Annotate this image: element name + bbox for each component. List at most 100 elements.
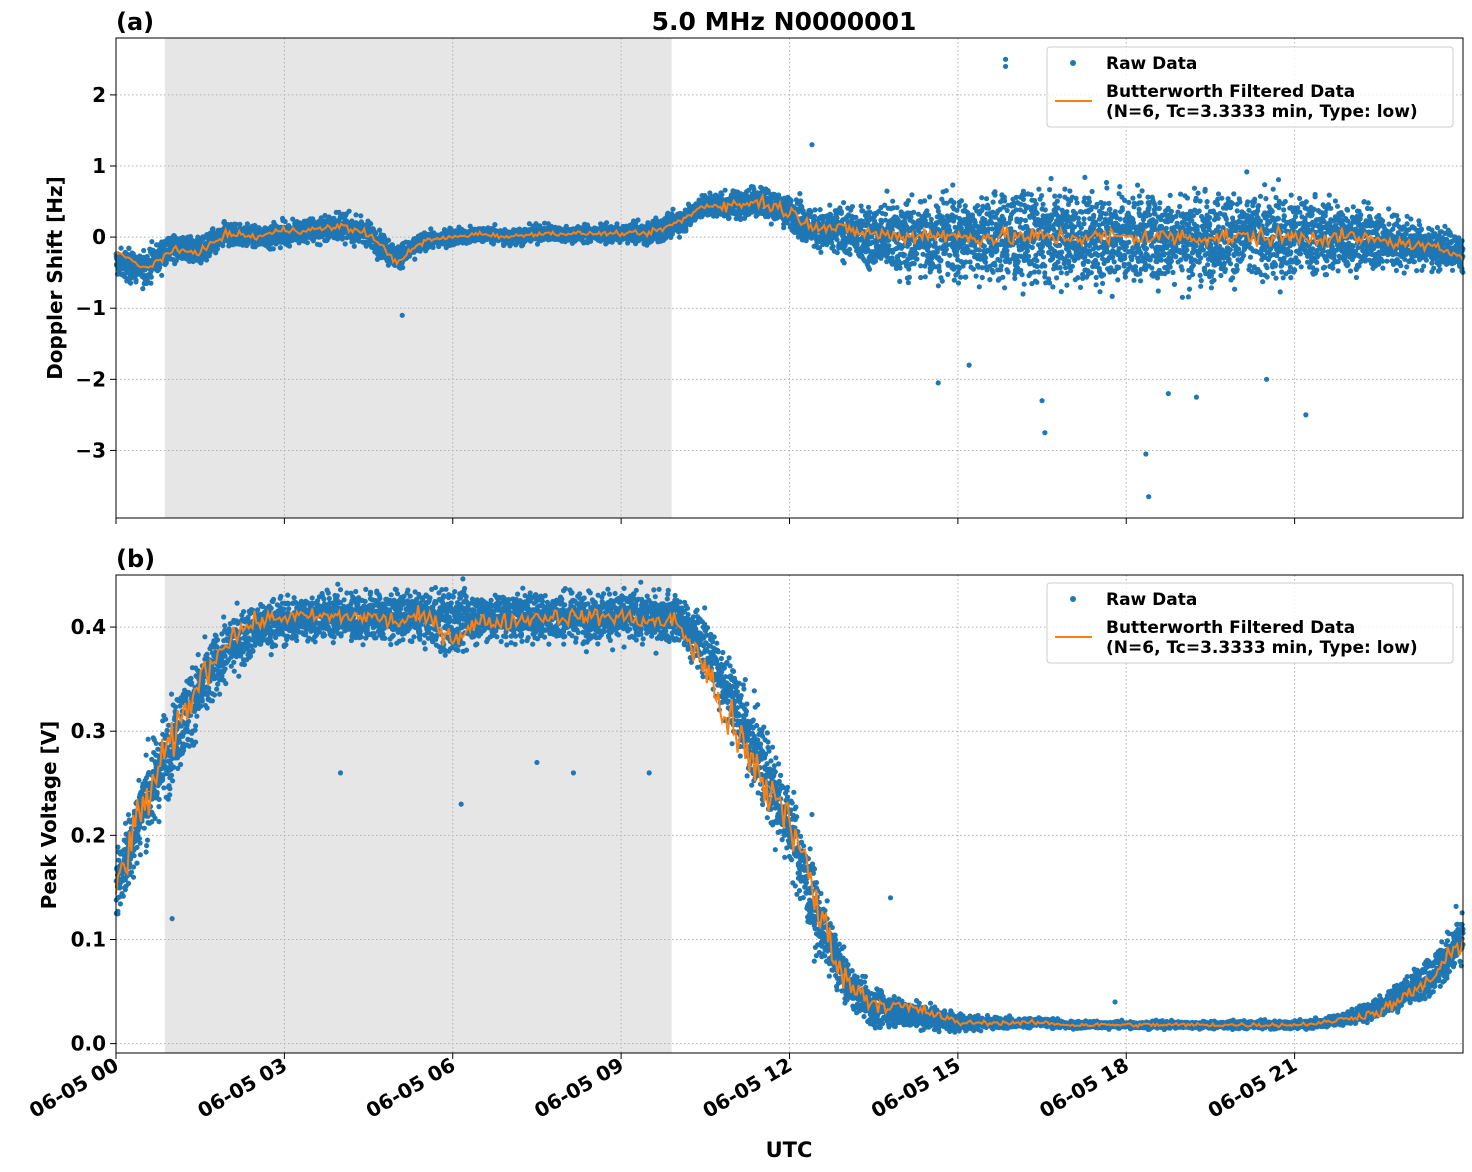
raw-data-point xyxy=(859,203,864,208)
figure-title: 5.0 MHz N0000001 xyxy=(652,7,917,36)
raw-data-point xyxy=(944,247,949,252)
raw-data-point xyxy=(940,279,945,284)
raw-data-point xyxy=(719,192,724,197)
raw-data-point xyxy=(968,259,973,264)
raw-data-point xyxy=(377,228,382,233)
raw-data-point xyxy=(909,192,914,197)
raw-data-point xyxy=(271,246,276,251)
raw-data-point xyxy=(850,204,855,209)
raw-data-point xyxy=(237,222,242,227)
panel-a-label: (a) xyxy=(116,8,154,36)
raw-data-point xyxy=(971,267,976,272)
raw-data-point xyxy=(886,243,891,248)
raw-data-point xyxy=(723,188,728,193)
raw-data-point xyxy=(834,215,839,220)
raw-data-point xyxy=(287,243,292,248)
raw-data-point xyxy=(278,245,283,250)
raw-data-point xyxy=(149,275,154,280)
raw-data-point xyxy=(140,286,145,291)
raw-data-point xyxy=(897,279,902,284)
raw-data-point xyxy=(670,207,675,212)
raw-data-point xyxy=(412,257,417,262)
raw-data-point xyxy=(159,273,164,278)
raw-data-point xyxy=(386,238,391,243)
raw-data-point xyxy=(902,252,907,257)
raw-data-point xyxy=(841,200,846,205)
raw-data-point xyxy=(126,246,131,251)
raw-data-point xyxy=(353,212,358,217)
raw-data-point xyxy=(947,253,952,258)
raw-data-point xyxy=(368,221,373,226)
raw-data-point xyxy=(352,244,357,249)
raw-data-point xyxy=(492,222,497,227)
raw-data-point xyxy=(769,221,774,226)
raw-data-point xyxy=(937,269,942,274)
raw-data-point xyxy=(883,212,888,217)
raw-data-point xyxy=(827,203,832,208)
raw-data-point xyxy=(727,215,732,220)
raw-data-point xyxy=(839,211,844,216)
raw-data-point xyxy=(906,198,911,203)
raw-data-point xyxy=(343,241,348,246)
raw-data-point xyxy=(927,194,932,199)
raw-data-point xyxy=(914,257,919,262)
raw-data-point xyxy=(848,252,853,257)
raw-data-point xyxy=(945,272,950,277)
panel-a-ylabel: Doppler Shift [Hz] xyxy=(43,176,67,380)
raw-data-point xyxy=(890,255,895,260)
raw-data-point xyxy=(635,217,640,222)
raw-data-point xyxy=(789,198,794,203)
raw-data-point xyxy=(818,207,823,212)
raw-data-point xyxy=(283,219,288,224)
raw-data-point xyxy=(400,265,405,270)
raw-data-point xyxy=(148,281,153,286)
raw-data-point xyxy=(798,198,803,203)
raw-data-point xyxy=(923,274,928,279)
raw-data-point xyxy=(907,275,912,280)
raw-data-point xyxy=(373,231,378,236)
raw-data-point xyxy=(944,188,949,193)
raw-data-point xyxy=(952,278,957,283)
raw-data-point xyxy=(831,244,836,249)
raw-data-point xyxy=(204,257,209,262)
raw-data-point xyxy=(922,198,927,203)
raw-data-point xyxy=(963,274,968,279)
raw-data-point xyxy=(884,189,889,194)
raw-data-point xyxy=(683,228,688,233)
raw-data-point xyxy=(906,266,911,271)
raw-data-point xyxy=(812,207,817,212)
raw-data-point xyxy=(141,248,146,253)
raw-data-point xyxy=(938,258,943,263)
panel-a: (a) 5.0 MHz N0000001 Doppler Shift [Hz] … xyxy=(43,7,1466,524)
raw-data-point xyxy=(149,239,154,244)
raw-data-point xyxy=(918,275,923,280)
raw-data-point xyxy=(951,200,956,205)
raw-data-point xyxy=(959,198,964,203)
raw-data-point xyxy=(912,261,917,266)
raw-data-point xyxy=(128,281,133,286)
raw-data-point xyxy=(347,209,352,214)
raw-data-point xyxy=(958,275,963,280)
raw-data-point xyxy=(898,265,903,270)
raw-data-point xyxy=(936,283,941,288)
raw-data-point xyxy=(906,280,911,285)
raw-data-point xyxy=(818,250,823,255)
raw-data-point xyxy=(929,217,934,222)
raw-data-point xyxy=(835,250,840,255)
raw-data-point xyxy=(797,191,802,196)
raw-data-point xyxy=(914,251,919,256)
raw-data-point xyxy=(677,235,682,240)
raw-data-point xyxy=(340,235,345,240)
raw-data-point xyxy=(950,182,955,187)
raw-data-point xyxy=(604,220,609,225)
raw-data-point xyxy=(842,260,847,265)
night-shade xyxy=(165,38,672,518)
raw-data-point xyxy=(358,213,363,218)
raw-data-point xyxy=(847,247,852,252)
raw-data-point xyxy=(895,205,900,210)
raw-data-point xyxy=(305,240,310,245)
raw-data-point xyxy=(956,280,961,285)
raw-data-point xyxy=(866,205,871,210)
raw-data-point xyxy=(133,279,138,284)
raw-data-point xyxy=(119,246,124,251)
